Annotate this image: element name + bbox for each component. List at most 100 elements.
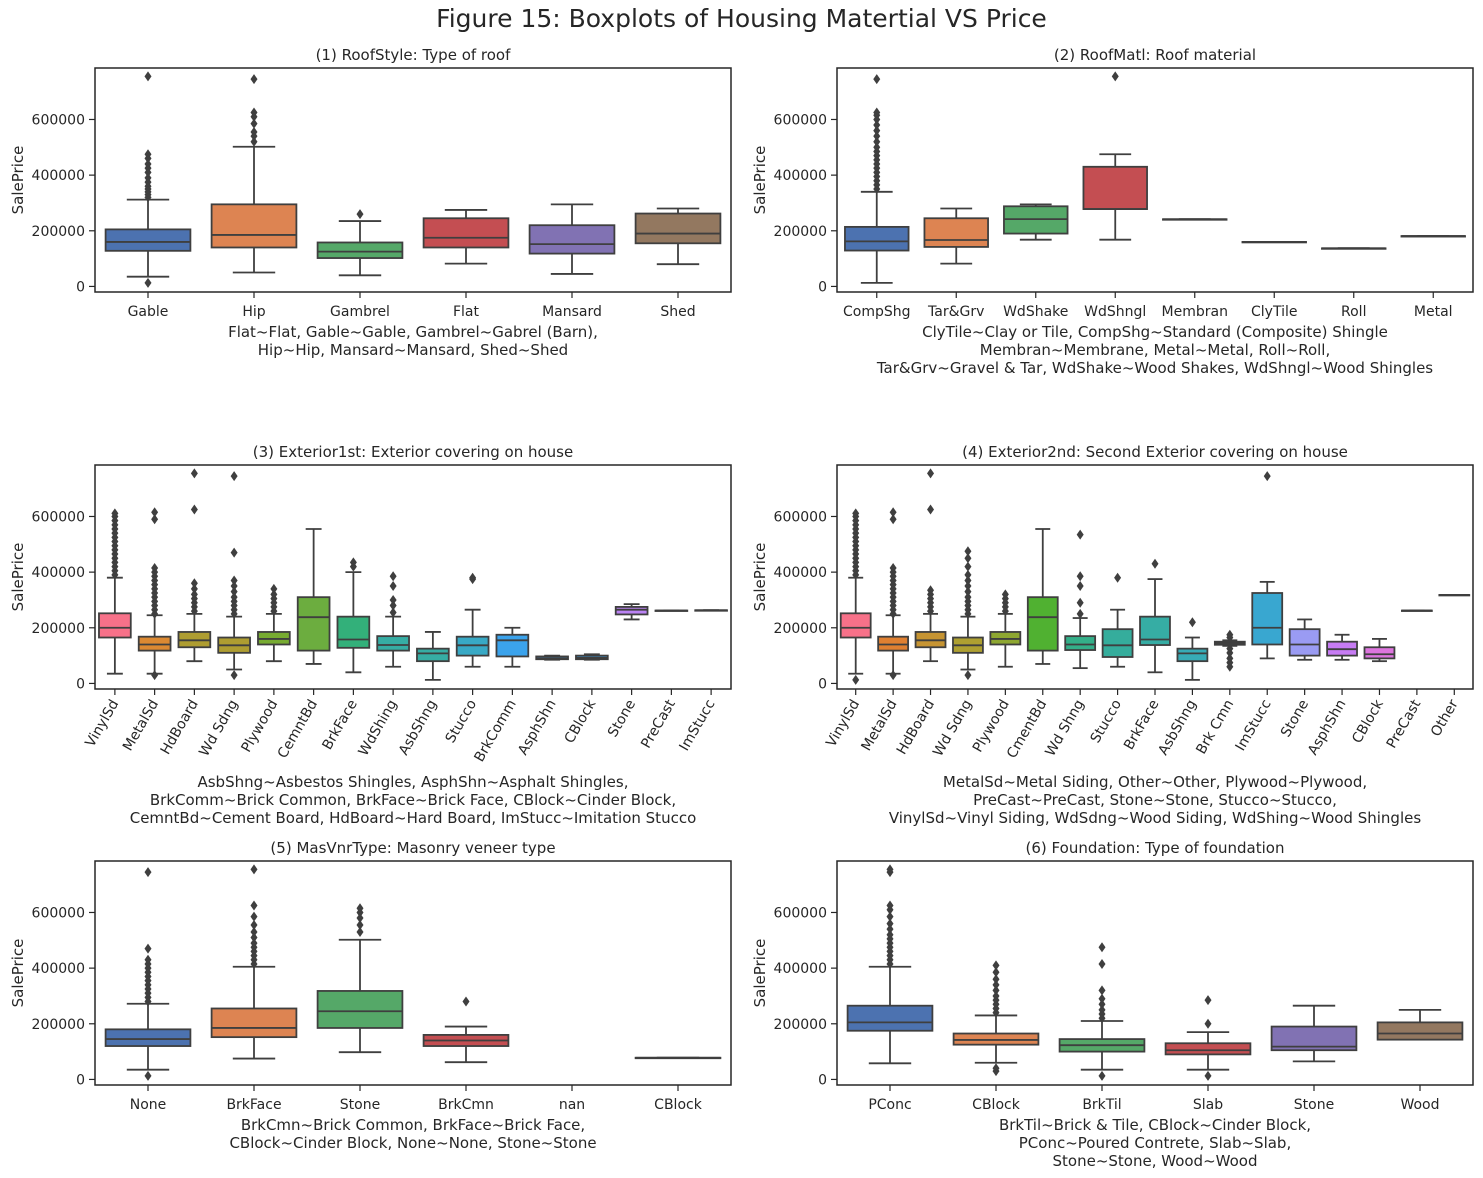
flier-point bbox=[992, 979, 1000, 990]
box-body bbox=[104, 1028, 192, 1047]
subplot-title: (6) Foundation: Type of foundation bbox=[1026, 839, 1285, 857]
box-body bbox=[316, 990, 404, 1029]
axes-frame bbox=[836, 464, 1474, 690]
box-BrkFace bbox=[336, 557, 371, 674]
box-AsbShng bbox=[416, 631, 450, 681]
box-body bbox=[614, 606, 649, 616]
box-Stucco bbox=[455, 572, 490, 668]
box-Plywood bbox=[257, 583, 291, 663]
box-body bbox=[844, 225, 910, 252]
y-axis-label: SalePrice bbox=[9, 939, 27, 1008]
box-body bbox=[336, 615, 371, 649]
x-axis-label-line: Flat~Flat, Gable~Gable, Gambrel~Gabrel (… bbox=[228, 323, 598, 341]
flier-point bbox=[889, 562, 897, 573]
box-body bbox=[1270, 1025, 1358, 1052]
box-BrkComm bbox=[495, 626, 530, 668]
flier-point bbox=[1226, 643, 1234, 654]
flier-point bbox=[889, 507, 897, 518]
flier-point bbox=[1098, 993, 1106, 1004]
flier-point bbox=[873, 136, 881, 147]
flier-point bbox=[270, 589, 278, 600]
flier-point bbox=[144, 149, 152, 160]
box-Membran bbox=[1162, 218, 1228, 221]
x-tick-label: PreCast bbox=[638, 697, 679, 752]
flier-point bbox=[111, 508, 119, 519]
box-BrkCmn bbox=[422, 996, 510, 1064]
flier-point bbox=[1098, 942, 1106, 953]
box-body bbox=[1139, 615, 1171, 646]
x-tick-label: Plywood bbox=[238, 697, 281, 755]
flier-point bbox=[462, 996, 470, 1007]
subplot-2: (2) RoofMatl: Roof material SalePrice 0 200… bbox=[751, 46, 1474, 377]
box-body bbox=[210, 1007, 298, 1039]
box-body bbox=[1101, 628, 1134, 658]
x-tick-label: CBlock bbox=[562, 696, 600, 746]
flier-point bbox=[250, 938, 258, 949]
y-axis-label: SalePrice bbox=[751, 543, 769, 612]
x-tick-label: CemntBd bbox=[275, 697, 321, 761]
flier-point bbox=[144, 1070, 152, 1081]
box-Wd Sdng bbox=[217, 471, 251, 681]
box-Wd Sdng bbox=[952, 546, 984, 681]
x-axis-label-line: CemntBd~Cement Board, HdBoard~Hard Board… bbox=[130, 809, 697, 827]
flier-point bbox=[886, 911, 894, 922]
y-axis-label: SalePrice bbox=[9, 146, 27, 215]
flier-point bbox=[1076, 597, 1084, 608]
box-body bbox=[422, 217, 510, 249]
x-tick-label: Metal bbox=[1414, 304, 1453, 320]
subplot-1: (1) RoofStyle: Type of roof SalePrice 0 200… bbox=[9, 46, 732, 359]
flier-point bbox=[1188, 617, 1196, 628]
x-tick-label: Other bbox=[1428, 697, 1462, 740]
y-tick-label: 400000 bbox=[32, 168, 85, 184]
x-axis-label-line: Hip~Hip, Mansard~Mansard, Shed~Shed bbox=[258, 341, 568, 359]
box-Stucco bbox=[1101, 572, 1134, 668]
x-tick-label: Shed bbox=[660, 304, 695, 320]
flier-point bbox=[889, 670, 897, 681]
flier-point bbox=[1076, 529, 1084, 540]
x-tick-label: BrkFace bbox=[1121, 697, 1162, 753]
flier-point bbox=[852, 674, 860, 685]
flier-point bbox=[144, 277, 152, 288]
flier-point bbox=[1098, 1004, 1106, 1015]
x-tick-label: WdShing bbox=[356, 697, 401, 759]
flier-point bbox=[144, 867, 152, 878]
box-Gambrel bbox=[316, 209, 404, 277]
x-tick-label: ImStucc bbox=[1233, 697, 1275, 754]
flier-point bbox=[151, 562, 159, 573]
flier-point bbox=[1098, 958, 1106, 969]
flier-point bbox=[873, 131, 881, 142]
flier-point bbox=[1151, 558, 1159, 569]
flier-point bbox=[356, 209, 364, 220]
flier-point bbox=[389, 607, 397, 618]
x-axis-label-line: PConc~Poured Contrete, Slab~Slab, bbox=[1019, 1134, 1291, 1152]
flier-point bbox=[964, 670, 972, 681]
box-body bbox=[1082, 165, 1148, 210]
box-Brk Cmn bbox=[1213, 629, 1246, 672]
box-body bbox=[1376, 1021, 1464, 1041]
flier-point bbox=[144, 172, 152, 183]
flier-point bbox=[964, 575, 972, 586]
box-HdBoard bbox=[177, 468, 212, 663]
box-Metal bbox=[1400, 235, 1466, 238]
flier-point bbox=[1098, 999, 1106, 1010]
x-tick-label: CompShg bbox=[843, 304, 911, 320]
flier-point bbox=[964, 546, 972, 557]
flier-point bbox=[230, 670, 238, 681]
flier-point bbox=[1226, 629, 1234, 640]
flier-point bbox=[886, 864, 894, 875]
flier-point bbox=[1111, 71, 1119, 82]
x-tick-label: BrkFace bbox=[319, 697, 360, 753]
x-tick-label: Wood bbox=[1400, 1097, 1439, 1113]
box-body bbox=[1064, 635, 1097, 651]
flier-point bbox=[1226, 653, 1234, 664]
x-tick-label: None bbox=[130, 1097, 167, 1113]
y-axis-label: SalePrice bbox=[751, 939, 769, 1008]
y-tick-label: 200000 bbox=[774, 621, 827, 637]
box-body bbox=[923, 217, 989, 248]
x-tick-label: Stucco bbox=[1088, 697, 1125, 746]
subplot-3: (3) Exterior1st: Exterior covering on ho… bbox=[9, 443, 732, 827]
x-tick-label: Stone bbox=[1278, 697, 1312, 740]
box-AsphShn bbox=[1326, 633, 1358, 661]
flier-point bbox=[250, 900, 258, 911]
flier-point bbox=[927, 585, 935, 596]
